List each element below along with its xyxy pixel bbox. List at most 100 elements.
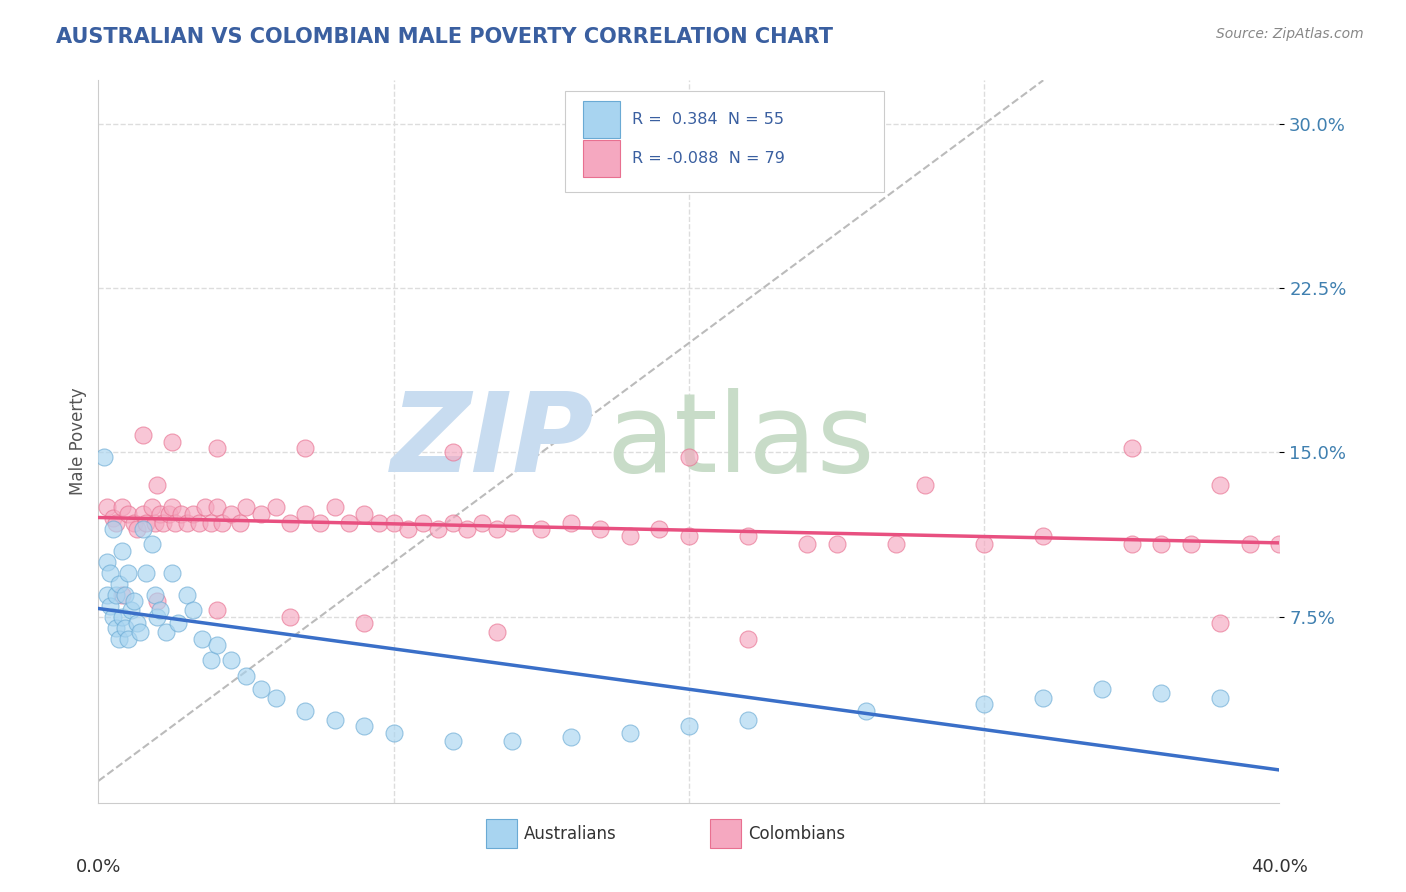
Point [1032, 690, 1054, 705]
Point [98, 566, 121, 580]
Point [141, 500, 163, 515]
Point [211, 516, 233, 530]
Point [125, 522, 148, 536]
Point [264, 500, 287, 515]
Point [678, 719, 700, 733]
Point [1209, 690, 1232, 705]
Point [501, 516, 523, 530]
Point [103, 522, 125, 536]
Point [146, 594, 169, 608]
Point [737, 529, 759, 543]
Point [280, 609, 302, 624]
Point [149, 603, 172, 617]
Point [737, 713, 759, 727]
Point [235, 500, 257, 515]
Point [678, 450, 700, 464]
Point [93, 450, 115, 464]
Point [108, 577, 131, 591]
Point [294, 507, 316, 521]
FancyBboxPatch shape [565, 91, 884, 193]
Point [412, 516, 434, 530]
Point [176, 588, 198, 602]
Point [146, 609, 169, 624]
Point [1150, 537, 1173, 551]
Point [884, 537, 907, 551]
Point [181, 507, 204, 521]
Point [914, 478, 936, 492]
FancyBboxPatch shape [486, 820, 516, 847]
Point [382, 725, 405, 739]
Point [1180, 537, 1202, 551]
Y-axis label: Male Poverty: Male Poverty [69, 388, 87, 495]
Point [796, 537, 818, 551]
Point [146, 478, 169, 492]
Point [205, 638, 228, 652]
Point [678, 529, 700, 543]
Point [323, 713, 346, 727]
Point [398, 522, 420, 536]
Point [1239, 537, 1261, 551]
Point [457, 522, 479, 536]
Point [501, 734, 523, 748]
Point [105, 621, 128, 635]
Point [294, 704, 316, 718]
Point [250, 681, 273, 696]
Text: Colombians: Colombians [748, 825, 845, 843]
Point [194, 500, 217, 515]
Text: Source: ZipAtlas.com: Source: ZipAtlas.com [1216, 27, 1364, 41]
Point [108, 632, 131, 646]
FancyBboxPatch shape [582, 139, 620, 178]
Point [1150, 686, 1173, 700]
Point [96, 555, 118, 569]
Point [368, 516, 391, 530]
Point [486, 522, 509, 536]
Point [122, 594, 145, 608]
Point [96, 500, 118, 515]
Point [132, 507, 155, 521]
Point [111, 500, 134, 515]
Point [157, 507, 180, 521]
Point [221, 653, 243, 667]
Point [170, 507, 193, 521]
Point [117, 507, 139, 521]
Text: AUSTRALIAN VS COLOMBIAN MALE POVERTY CORRELATION CHART: AUSTRALIAN VS COLOMBIAN MALE POVERTY COR… [56, 27, 834, 46]
Point [250, 507, 273, 521]
Point [132, 522, 155, 536]
Point [1209, 478, 1232, 492]
Point [120, 603, 142, 617]
Point [103, 511, 125, 525]
Text: 0.0%: 0.0% [76, 857, 121, 876]
Point [560, 516, 582, 530]
Point [128, 625, 150, 640]
Point [149, 507, 172, 521]
Point [105, 588, 128, 602]
Text: Australians: Australians [523, 825, 616, 843]
Point [135, 516, 157, 530]
Point [205, 500, 228, 515]
Point [135, 566, 157, 580]
FancyBboxPatch shape [710, 820, 741, 847]
Point [235, 669, 257, 683]
Point [98, 599, 121, 613]
Point [1121, 441, 1143, 455]
Point [530, 522, 553, 536]
Point [229, 516, 252, 530]
Point [122, 516, 145, 530]
Point [117, 632, 139, 646]
Text: R = -0.088  N = 79: R = -0.088 N = 79 [633, 151, 785, 166]
Point [486, 625, 509, 640]
Point [200, 653, 222, 667]
Point [103, 609, 125, 624]
Point [111, 609, 134, 624]
Point [619, 529, 641, 543]
Point [187, 516, 209, 530]
Point [162, 500, 183, 515]
Point [441, 516, 464, 530]
Point [152, 516, 174, 530]
Point [1268, 537, 1291, 551]
Point [427, 522, 450, 536]
Point [648, 522, 671, 536]
Point [973, 537, 995, 551]
Point [114, 621, 136, 635]
Point [176, 516, 198, 530]
